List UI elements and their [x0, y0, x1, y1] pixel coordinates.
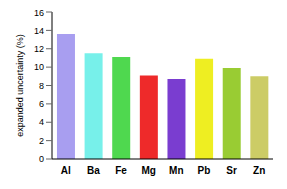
svg-text:Fe: Fe — [115, 165, 127, 176]
svg-text:10: 10 — [34, 62, 44, 72]
svg-text:16: 16 — [34, 8, 44, 18]
svg-text:Pb: Pb — [198, 165, 211, 176]
svg-text:12: 12 — [34, 44, 44, 54]
svg-text:4: 4 — [39, 117, 44, 127]
svg-text:Mg: Mg — [141, 165, 155, 176]
svg-text:Zn: Zn — [253, 165, 265, 176]
svg-text:Mn: Mn — [169, 165, 183, 176]
svg-text:Ba: Ba — [87, 165, 100, 176]
svg-text:6: 6 — [39, 99, 44, 109]
svg-text:8: 8 — [39, 81, 44, 91]
svg-text:14: 14 — [34, 26, 44, 36]
svg-text:expanded uncertainty (%): expanded uncertainty (%) — [15, 34, 25, 137]
svg-text:2: 2 — [39, 136, 44, 146]
svg-text:0: 0 — [39, 154, 44, 164]
svg-text:Al: Al — [61, 165, 71, 176]
svg-text:Sr: Sr — [226, 165, 237, 176]
